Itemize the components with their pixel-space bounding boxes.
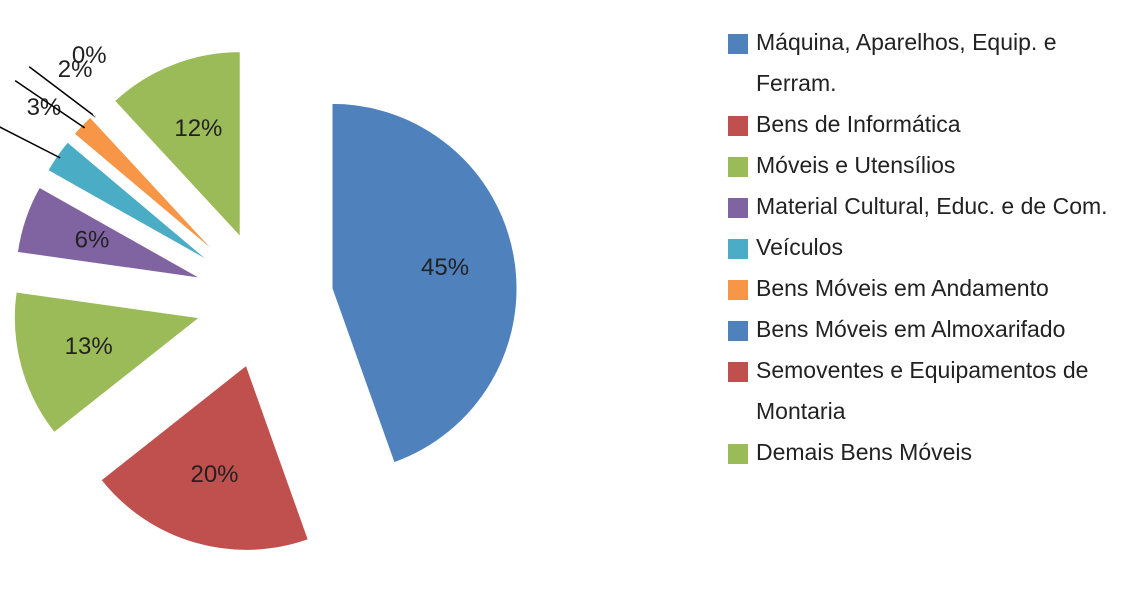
leader-line xyxy=(14,79,86,129)
legend-item: Bens Móveis em Andamento xyxy=(728,268,1136,309)
legend-label: Material Cultural, Educ. e de Com. xyxy=(756,193,1108,219)
legend-label: Semoventes e Equipamentos de Montaria xyxy=(756,357,1089,424)
legend-item: Móveis e Utensílios xyxy=(728,145,1136,186)
legend-item: Veículos xyxy=(728,227,1136,268)
data-label: 2% xyxy=(58,56,93,83)
legend-item: Bens Móveis em Almoxarifado xyxy=(728,309,1136,350)
legend-item: Bens de Informática xyxy=(728,104,1136,145)
legend-swatch xyxy=(728,198,748,218)
leader-line xyxy=(28,66,97,118)
pie-slice xyxy=(331,102,518,464)
legend-swatch xyxy=(728,116,748,136)
pie-slice xyxy=(13,291,201,434)
data-label: 45% xyxy=(421,254,469,281)
legend-swatch xyxy=(728,239,748,259)
legend-swatch xyxy=(728,321,748,341)
leader-line xyxy=(0,126,61,159)
legend-swatch xyxy=(728,362,748,382)
pie-slice xyxy=(16,186,201,279)
legend-label: Bens Móveis em Almoxarifado xyxy=(756,316,1066,342)
legend-label: Bens de Informática xyxy=(756,111,961,137)
legend-item: Máquina, Aparelhos, Equip. e Ferram. xyxy=(728,22,1136,104)
data-label: 13% xyxy=(65,333,113,360)
legend: Máquina, Aparelhos, Equip. e Ferram. Bens… xyxy=(728,22,1136,473)
pie-slice xyxy=(100,364,309,551)
legend-swatch xyxy=(728,444,748,464)
legend-label: Móveis e Utensílios xyxy=(756,152,956,178)
data-label: 6% xyxy=(75,227,110,254)
legend-item: Semoventes e Equipamentos de Montaria xyxy=(728,350,1136,432)
legend-label: Máquina, Aparelhos, Equip. e Ferram. xyxy=(756,29,1057,96)
legend-item: Material Cultural, Educ. e de Com. xyxy=(728,186,1136,227)
legend-swatch xyxy=(728,34,748,54)
data-label: 0% xyxy=(72,42,107,69)
legend-item: Demais Bens Móveis xyxy=(728,432,1136,473)
chart: 45%20%13%6%3%2%0%12% xyxy=(0,42,518,551)
legend-swatch xyxy=(728,157,748,177)
legend-label: Veículos xyxy=(756,234,843,260)
legend-swatch xyxy=(728,280,748,300)
pie-slice xyxy=(113,51,241,238)
data-label: 12% xyxy=(174,115,222,142)
legend-label: Bens Móveis em Andamento xyxy=(756,275,1049,301)
legend-label: Demais Bens Móveis xyxy=(756,439,973,465)
data-label: 20% xyxy=(190,461,238,488)
